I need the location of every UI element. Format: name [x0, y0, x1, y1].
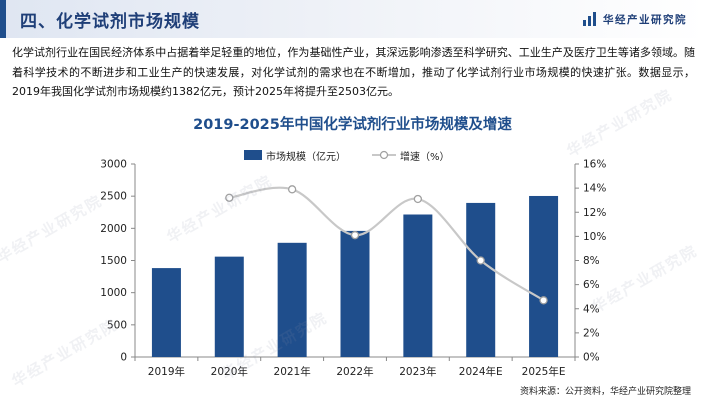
bar — [403, 214, 433, 357]
bar-logo-icon — [583, 12, 597, 26]
x-tick-label: 2021年 — [274, 365, 311, 378]
y-right-tick-label: 8% — [583, 255, 600, 267]
growth-point — [476, 256, 485, 265]
y-right-tick-label: 6% — [583, 279, 600, 291]
legend-bar-swatch — [244, 150, 262, 160]
growth-point — [413, 194, 423, 204]
section-header: 四、化学试剂市场规模 华经产业研究院 — [0, 0, 705, 38]
y-left-tick-label: 3000 — [100, 159, 127, 171]
growth-point — [350, 231, 360, 240]
legend-label-bar: 市场规模（亿元） — [266, 151, 346, 163]
growth-point — [287, 185, 297, 194]
y-left-tick-label: 0 — [120, 352, 127, 364]
legend-label-line: 增速（%） — [400, 151, 450, 163]
x-tick-label: 2020年 — [211, 365, 248, 378]
chart-legend: 市场规模（亿元） 增速（%） — [244, 148, 476, 163]
legend-item-bar: 市场规模（亿元） — [244, 148, 346, 163]
brand-name: 华经产业研究院 — [603, 13, 687, 26]
y-left-tick-label: 2000 — [100, 223, 127, 235]
x-tick-label: 2025年E — [522, 365, 566, 378]
x-tick-label: 2019年 — [148, 365, 185, 378]
bar — [151, 268, 181, 357]
legend-item-line: 增速（%） — [372, 148, 450, 163]
y-right-tick-label: 14% — [583, 183, 606, 195]
growth-point — [539, 296, 548, 305]
x-tick-label: 2023年 — [399, 365, 436, 378]
chart-title: 2019-2025年中国化学试剂行业市场规模及增速 — [193, 117, 512, 133]
y-right-tick-label: 16% — [583, 159, 606, 171]
bar — [340, 230, 370, 357]
y-right-tick-label: 2% — [583, 327, 600, 339]
bar — [529, 195, 559, 357]
section-title: 四、化学试剂市场规模 — [20, 12, 200, 32]
y-right-tick-label: 0% — [583, 352, 600, 364]
bar — [466, 202, 496, 357]
brand: 华经产业研究院 — [583, 10, 687, 28]
x-tick-label: 2024年E — [459, 365, 503, 378]
intro-paragraph: 化学试剂行业在国民经济体系中占据着举足轻重的地位，作为基础性产业，其深远影响渗透… — [12, 46, 695, 98]
y-left-tick-label: 2500 — [100, 191, 127, 203]
source-note: 资料来源：公开资料，华经产业研究院整理 — [519, 387, 691, 397]
x-tick-label: 2022年 — [336, 365, 373, 378]
y-left-tick-label: 1000 — [100, 287, 127, 299]
bar — [214, 256, 244, 357]
y-left-tick-label: 1500 — [100, 255, 127, 267]
y-left-tick-label: 500 — [107, 319, 127, 331]
y-right-tick-label: 12% — [583, 207, 606, 219]
bar — [277, 242, 307, 357]
y-right-tick-label: 4% — [583, 303, 600, 315]
growth-line — [229, 186, 545, 302]
legend-line-swatch — [372, 150, 396, 160]
header-accent-bar — [0, 0, 6, 38]
y-right-tick-label: 10% — [583, 231, 606, 243]
growth-point — [225, 193, 234, 202]
